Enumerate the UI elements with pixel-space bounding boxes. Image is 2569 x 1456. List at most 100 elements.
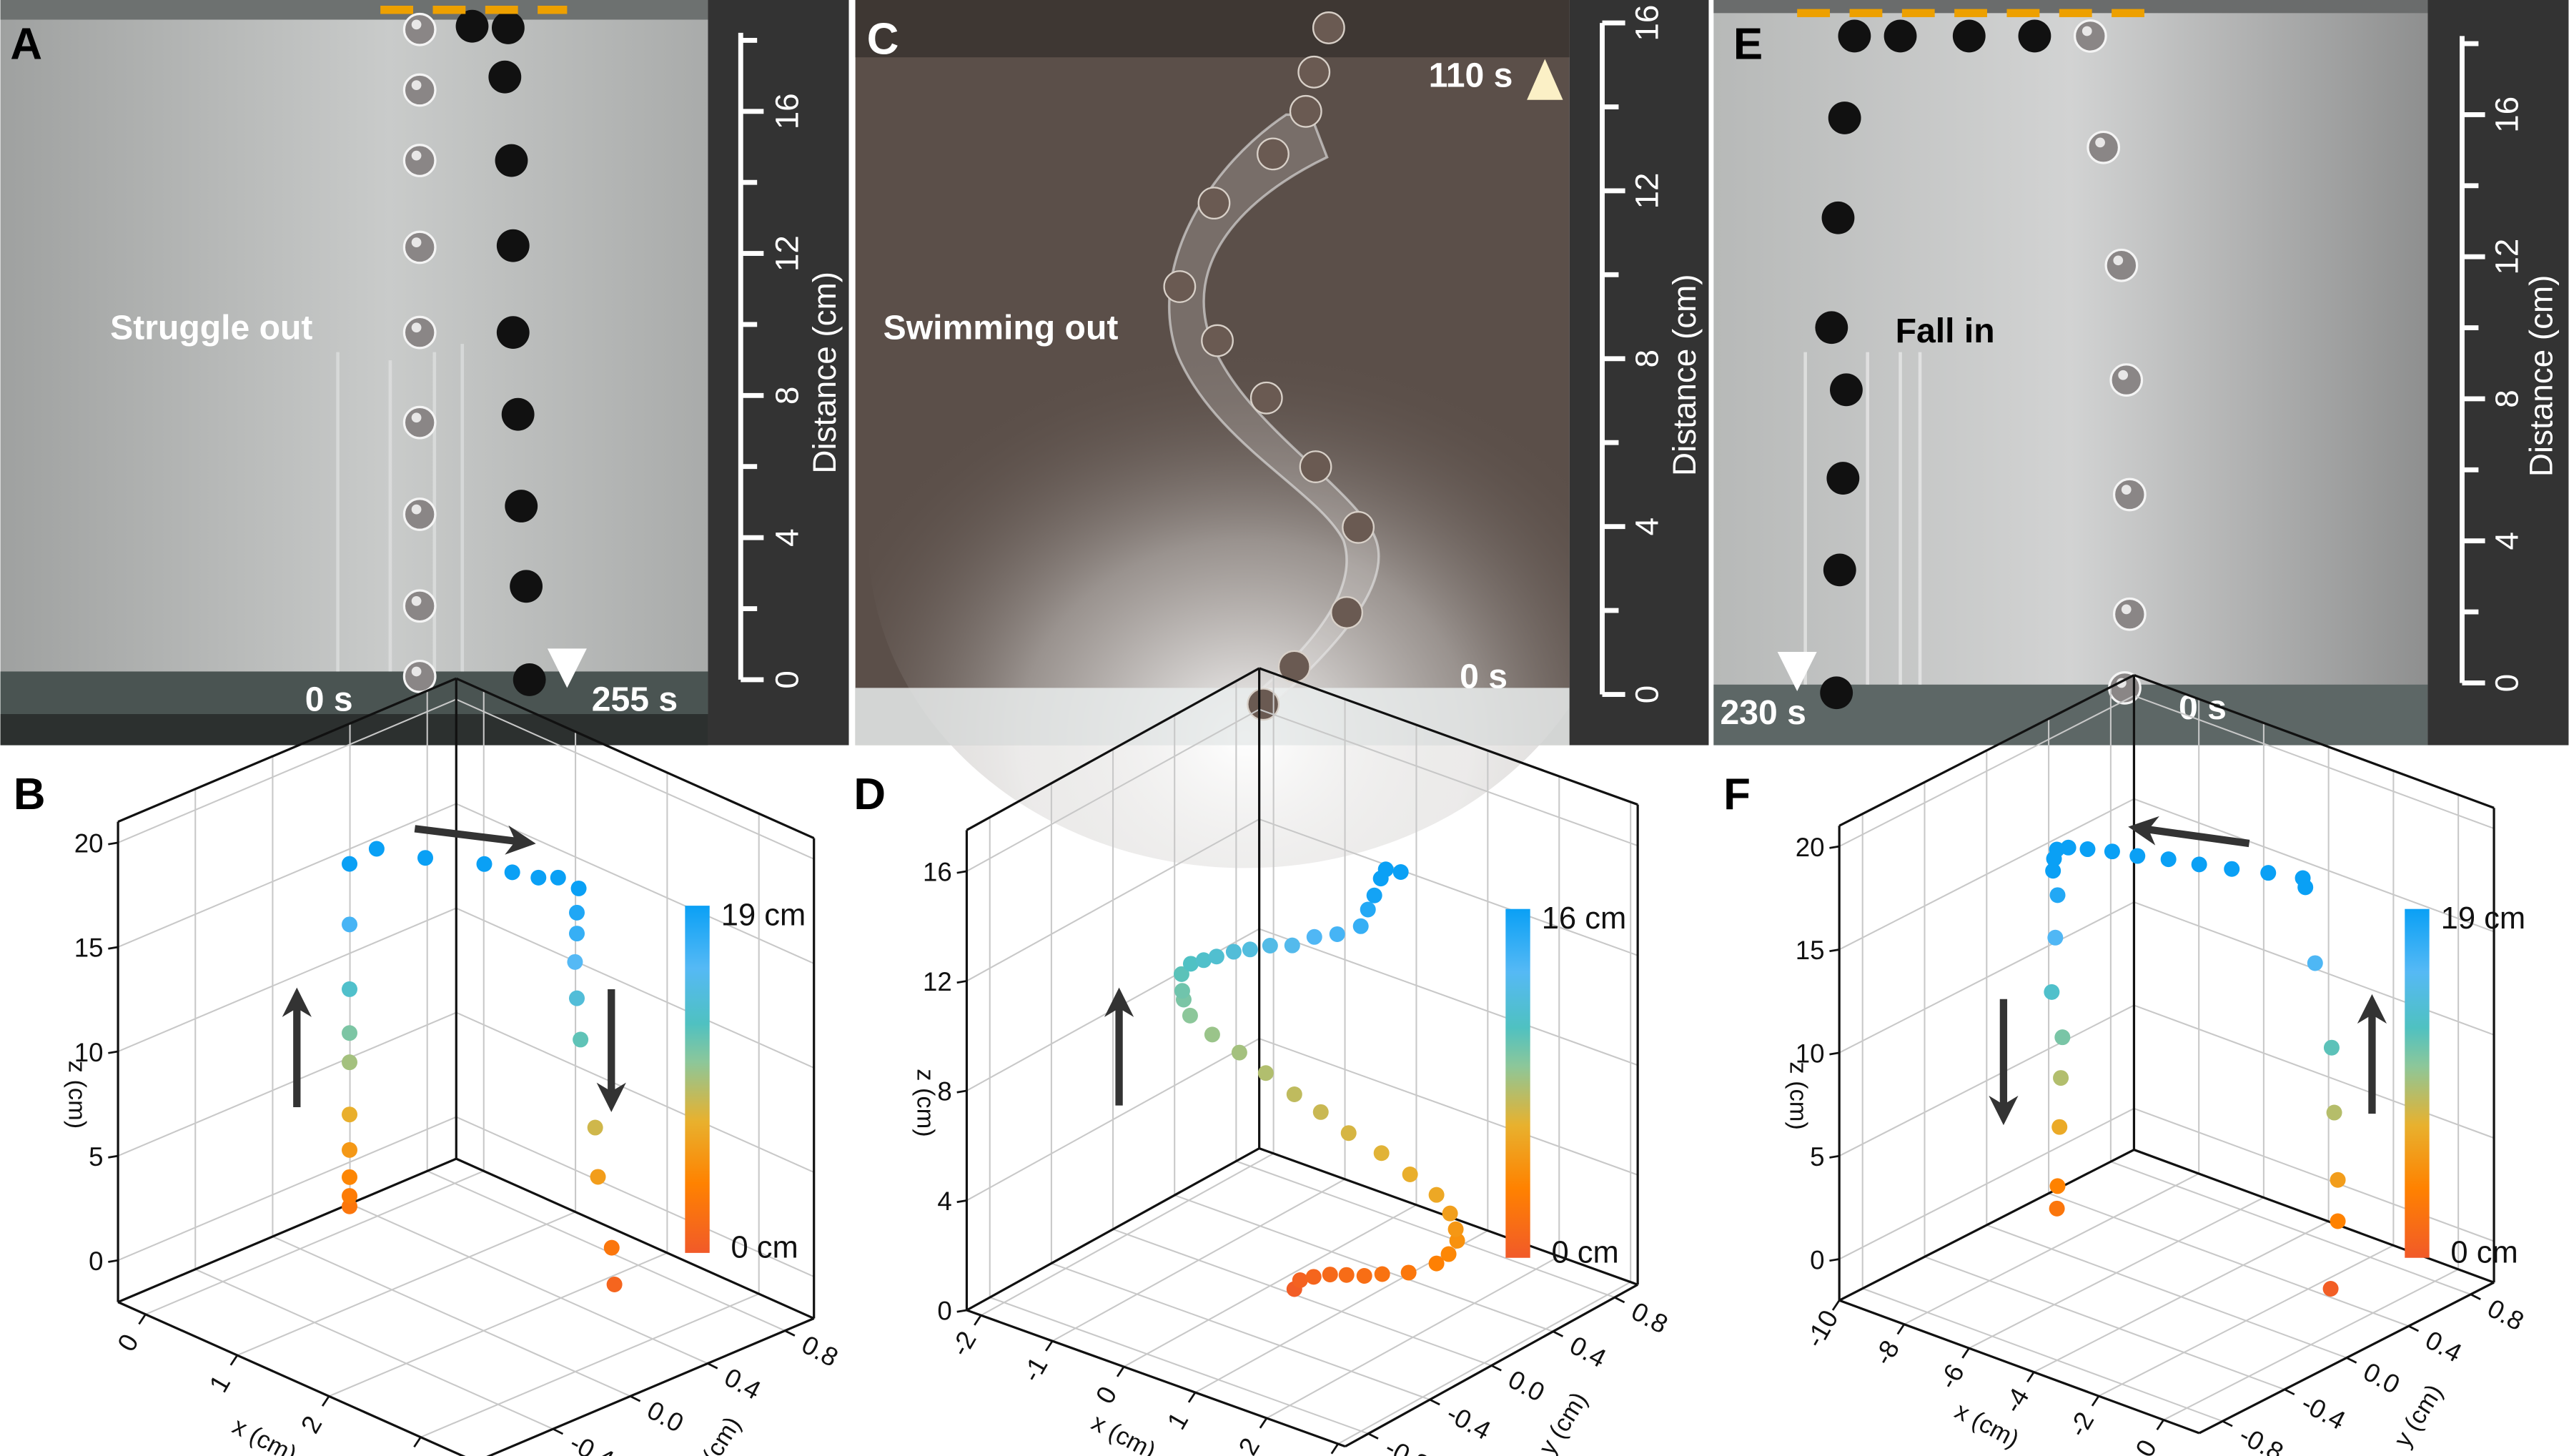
z-tick-mark [956,1309,967,1313]
axis-frame-edge [966,1309,1346,1448]
axis-frame-edge [455,1157,815,1319]
grid-line [1986,1224,2347,1359]
z-tick-label: 20 [1796,833,1825,862]
grid-line [117,1116,457,1262]
ruler-label: 8 [768,387,805,405]
panel-a-photo: A Struggle out 0 s 255 s 0 4 8 12 16 Distance… [0,0,849,746]
y-tick-label: 0.0 [643,1395,688,1438]
x-tick-mark [1330,1443,1340,1455]
highlight [411,596,422,606]
grid-line [117,1011,457,1157]
robot-snapshot [1277,650,1311,683]
annotation-label: Swimming out [883,308,1119,347]
transparent-robot-snapshot [2073,19,2107,53]
robot-snapshot [1257,137,1290,171]
data-point [342,1106,358,1123]
up-arrow-icon [1527,59,1563,100]
annotation-label: Fall in [1896,312,1995,350]
z-tick-mark [956,1089,967,1094]
y-tick-mark [1553,1330,1564,1337]
z-tick-mark [108,841,119,846]
left-arrow-icon [2128,816,2250,848]
highlight [2113,255,2124,266]
dark-robot-snapshot [496,229,530,262]
axis-frame-edge [966,1147,1260,1312]
y-tick-mark [1614,1296,1625,1304]
dark-robot-snapshot [1815,311,1848,345]
axis-frame-edge [455,677,815,840]
data-point [2054,1029,2071,1046]
data-point [2330,1213,2346,1229]
data-point [2326,1104,2342,1121]
x-tick-label: 1 [203,1370,236,1397]
y-tick-label: 0.8 [2483,1293,2528,1336]
data-point [1242,941,1258,958]
data-point [2049,1200,2065,1217]
data-point [1195,952,1212,969]
colorbar-min-label: 0 cm [731,1231,798,1265]
data-point [417,850,434,866]
axis-frame-edge [1259,667,1638,806]
dark-robot-snapshot [491,11,525,44]
dark-robot-snapshot [1820,676,1853,710]
colorbar-min-label: 0 cm [1551,1236,1618,1270]
x-tick-label: 1 [1162,1407,1194,1435]
highlight [2121,604,2132,615]
z-tick-mark [1829,1258,1840,1262]
dark-robot-snapshot [488,60,522,94]
data-point [2045,863,2061,879]
z-tick-mark [956,870,967,874]
x-tick-label: -4 [1998,1383,2035,1418]
x-tick-label: -2 [945,1326,982,1361]
grid-line [1051,1262,1430,1401]
x-tick-label: 0 [112,1329,144,1356]
panel-letter: C [867,15,899,64]
y-tick-label: -0.8 [1380,1432,1434,1456]
axis-frame-edge [966,667,1260,831]
y-axis-label: y (cm) [2389,1380,2448,1452]
grid-line [117,698,457,843]
y-tick-label: 0.8 [1627,1296,1673,1339]
dark-robot-snapshot [1828,101,1861,134]
grid-line [117,803,457,948]
z-axis-label: z (cm) [63,1061,90,1129]
z-tick-label: 20 [74,829,104,858]
data-point [2323,1039,2340,1056]
tank-background [1713,0,2428,746]
axis-frame-edge [117,677,457,823]
x-tick-mark [229,1355,239,1366]
x-tick-label: 0 [2129,1435,2162,1456]
ruler-label: 12 [2488,239,2525,275]
data-point [2295,870,2311,886]
data-point [1292,1272,1308,1289]
grid-line [1838,1004,2134,1157]
tank-floor-edge [0,714,708,746]
x-tick-mark [413,1436,422,1448]
data-point [1377,861,1394,878]
grid-line [2134,798,2495,933]
transparent-robot-snapshot [402,497,437,531]
panel-letter: F [1723,770,1751,819]
y-tick-label: -0.4 [565,1428,619,1456]
y-tick-mark [1429,1398,1440,1406]
transparent-robot-snapshot [402,659,437,693]
z-tick-label: 5 [89,1142,103,1172]
data-point [2053,1070,2069,1086]
annotation-label: Struggle out [110,308,312,347]
grid-line [1259,818,1638,956]
grid-line [1236,1160,1615,1299]
transparent-robot-snapshot [402,12,437,46]
data-point [342,856,358,872]
x-tick-mark [321,1395,330,1407]
data-point [2129,848,2146,864]
tank-top-rim [855,0,1570,58]
grid-line [966,818,1260,982]
data-point [342,981,358,997]
grid-line [2048,1192,2410,1327]
z-tick-label: 12 [923,967,952,996]
x-tick-label: -1 [1016,1352,1054,1387]
grid-line [2134,1107,2495,1242]
down-arrow-icon [547,648,587,688]
dark-robot-snapshot [496,316,530,350]
